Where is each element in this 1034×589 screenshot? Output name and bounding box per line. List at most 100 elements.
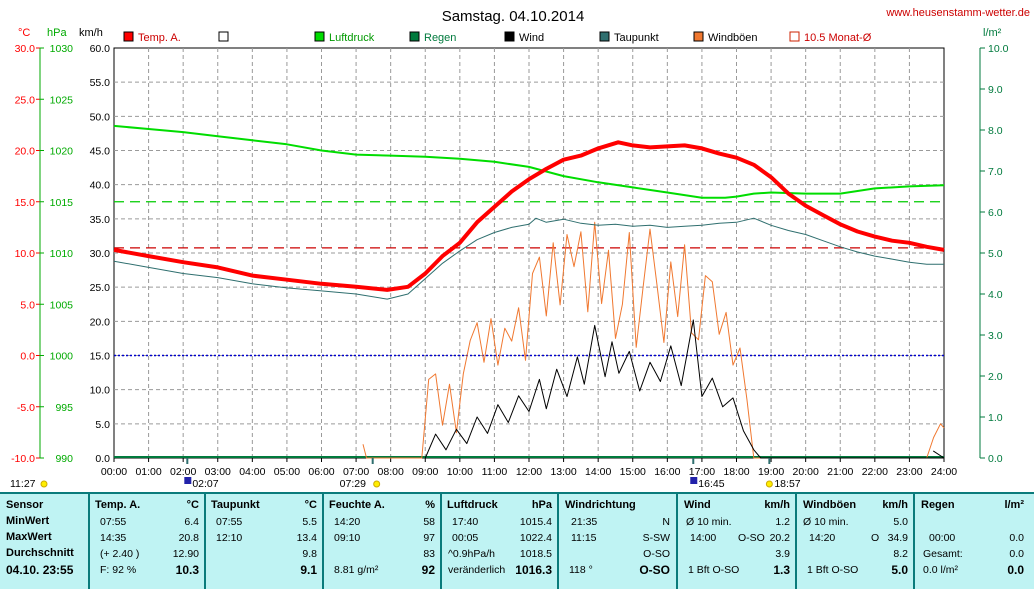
- unit-hpa: hPa: [47, 27, 67, 39]
- x-tick-label: 06:00: [308, 466, 334, 478]
- y-tick-rain: 9.0: [988, 84, 1003, 96]
- y-tick-pressure: 1005: [50, 299, 74, 311]
- grid: [113, 47, 945, 459]
- chart-title: Samstag. 04.10.2014: [442, 8, 585, 25]
- dewpoint-line: [113, 217, 944, 300]
- pressure-line: [113, 124, 945, 199]
- y-tick-wind: 45.0: [90, 146, 111, 158]
- x-tick-label: 08:00: [378, 466, 404, 478]
- y-tick-rain: 10.0: [988, 43, 1009, 55]
- dew-max-time: 12:10: [216, 532, 243, 544]
- rain-total: 0.0: [1009, 548, 1024, 560]
- press-avg: 1018.5: [519, 548, 552, 560]
- x-tick-label: 13:00: [550, 466, 576, 478]
- moon-icon: [184, 477, 192, 484]
- col-rain: Regen l/m² 00:00 Gesamt: 0.0 l/m² 0.0 0.…: [915, 494, 1034, 589]
- x-tick-label: 05:00: [274, 466, 300, 478]
- temp-line: [113, 140, 945, 292]
- site-url[interactable]: www.heusenstamm-wetter.de: [885, 7, 1030, 19]
- legend-label-gust: Windböen: [708, 32, 758, 44]
- rain-current: 0.0: [1007, 563, 1024, 577]
- dew-unit: °C: [304, 499, 317, 511]
- legend-label-pressure: Luftdruck: [329, 32, 375, 44]
- press-forecast: veränderlich: [448, 564, 506, 576]
- y-tick-pressure: 1010: [50, 248, 74, 260]
- press-current: 1016.3: [515, 563, 552, 577]
- y-tick-wind: 55.0: [90, 77, 111, 89]
- wind-bft: 1 Bft O-SO: [688, 564, 740, 576]
- y-tick-rain: 1.0: [988, 412, 1003, 424]
- x-tick-label: 01:00: [135, 466, 161, 478]
- dir-avg: O-SO: [643, 548, 670, 560]
- y-tick-wind: 0.0: [95, 453, 110, 465]
- x-tick-label: 20:00: [793, 466, 819, 478]
- y-tick-wind: 50.0: [90, 111, 111, 123]
- dew-header: Taupunkt: [211, 499, 260, 511]
- dew-min-time: 07:55: [216, 516, 243, 528]
- rain-time: 00:00: [929, 532, 956, 544]
- x-tick-label: 24:00: [931, 466, 957, 478]
- col-gust: Windböen km/h Ø 10 min. 14:20 1 Bft O-SO…: [797, 494, 915, 589]
- stats-table: Sensor MinWert MaxWert Durchschnitt 04.1…: [0, 492, 1034, 589]
- temp-humidity-note: F: 92 %: [100, 564, 137, 576]
- wind-min: 1.2: [775, 516, 790, 528]
- sun-icon: [373, 480, 381, 488]
- press-min: 1015.4: [519, 516, 552, 528]
- y-tick-wind: 35.0: [90, 214, 111, 226]
- press-header: Luftdruck: [447, 499, 498, 511]
- y-tick-wind: 60.0: [90, 43, 111, 55]
- legend-swatch-monthavg: [789, 31, 800, 42]
- y-tick-temp: 5.0: [20, 299, 35, 311]
- unit-rain: l/m²: [983, 27, 1002, 39]
- y-tick-rain: 7.0: [988, 166, 1003, 178]
- y-tick-rain: 8.0: [988, 125, 1003, 137]
- gust-max: 34.9: [887, 532, 908, 544]
- temp-min: 6.4: [184, 516, 199, 528]
- dew-avg: 9.8: [302, 548, 317, 560]
- x-tick-label: 02:00: [170, 466, 196, 478]
- y-tick-temp: 20.0: [15, 146, 36, 158]
- hum-avg: 83: [423, 548, 435, 560]
- legend-swatch-temp: [123, 31, 134, 42]
- hum-current: 92: [421, 563, 435, 577]
- dew-max: 13.4: [296, 532, 317, 544]
- gust-avg: 8.2: [893, 548, 908, 560]
- y-tick-temp: -10.0: [11, 453, 35, 465]
- gust-bft: 1 Bft O-SO: [807, 564, 859, 576]
- x-tick-label: 22:00: [862, 466, 888, 478]
- press-max-time: 00:05: [452, 532, 479, 544]
- hum-abs-note: 8.81 g/m²: [334, 564, 379, 576]
- dir-degrees: 118 °: [569, 564, 593, 576]
- legend-label-rain: Regen: [424, 32, 456, 44]
- hum-max-time: 09:10: [334, 532, 361, 544]
- rain-rate: 0.0 l/m²: [923, 564, 959, 576]
- temp-max: 20.8: [178, 532, 199, 544]
- x-tick-label: 14:00: [585, 466, 611, 478]
- wind-avg10: Ø 10 min.: [686, 516, 732, 528]
- legend-swatch-dewpoint: [599, 31, 610, 42]
- press-trend: ^0.9hPa/h: [448, 548, 495, 560]
- y-tick-pressure: 1020: [50, 146, 74, 158]
- temp-avg-note: (+ 2.40 ): [100, 548, 140, 560]
- temp-unit: °C: [186, 499, 199, 511]
- dir-current: O-SO: [639, 563, 670, 577]
- hum-unit: %: [425, 499, 435, 511]
- col-sensor: Sensor MinWert MaxWert Durchschnitt 04.1…: [0, 494, 90, 589]
- unit-temp: °C: [18, 27, 30, 39]
- row-current: 04.10. 23:55: [6, 563, 74, 577]
- rain-header: Regen: [921, 499, 955, 511]
- y-tick-rain: 6.0: [988, 207, 1003, 219]
- gust-current: 5.0: [891, 563, 908, 577]
- wind-header: Wind: [684, 499, 711, 511]
- temp-min-time: 07:55: [100, 516, 127, 528]
- x-tick-label: 23:00: [896, 466, 922, 478]
- row-max: MaxWert: [6, 531, 52, 543]
- y-tick-pressure: 990: [55, 453, 73, 465]
- col-direction: Windrichtung 21:35 11:15 118 ° N S-SW O-…: [559, 494, 678, 589]
- x-tick-label: 19:00: [758, 466, 784, 478]
- col-humidity: Feuchte A. % 14:20 09:10 8.81 g/m² 58 97…: [324, 494, 442, 589]
- press-max: 1022.4: [519, 532, 552, 544]
- time-marker-label: 18:57: [774, 478, 800, 490]
- y-tick-temp: 10.0: [15, 248, 36, 260]
- x-tick-label: 09:00: [412, 466, 438, 478]
